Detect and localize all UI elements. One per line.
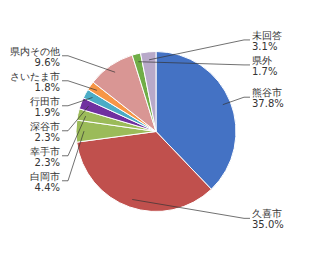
- leader-line: [62, 116, 86, 156]
- pie-area: 熊谷市37.8%久喜市35.0%白岡市4.4%幸手市2.3%深谷市2.3%行田市…: [10, 30, 284, 230]
- leader-line: [138, 62, 250, 65]
- value-label: 3.1%: [252, 41, 277, 52]
- leader-line: [223, 97, 250, 104]
- leader-line: [62, 56, 115, 72]
- value-label: 4.4%: [35, 182, 60, 193]
- category-label: 県内その他: [10, 46, 60, 57]
- data-labels: 熊谷市37.8%久喜市35.0%白岡市4.4%幸手市2.3%深谷市2.3%行田市…: [10, 30, 284, 230]
- value-label: 2.3%: [35, 157, 60, 168]
- category-label: 深谷市: [30, 121, 60, 132]
- value-label: 1.7%: [252, 66, 277, 77]
- leader-line: [132, 199, 250, 218]
- category-label: 未回答: [252, 30, 282, 41]
- leader-line: [62, 106, 89, 131]
- slices: [76, 52, 236, 212]
- value-label: 2.3%: [35, 132, 60, 143]
- value-label: 9.6%: [35, 57, 60, 68]
- chart-svg: 熊谷市37.8%久喜市35.0%白岡市4.4%幸手市2.3%深谷市2.3%行田市…: [0, 0, 311, 263]
- category-label: 行田市: [30, 96, 60, 107]
- leader-line: [62, 81, 97, 91]
- value-label: 1.8%: [35, 82, 60, 93]
- pie-slice: [77, 132, 212, 212]
- category-label: 県外: [252, 55, 272, 66]
- category-label: 白岡市: [30, 171, 60, 182]
- category-label: 幸手市: [30, 146, 60, 157]
- category-label: 熊谷市: [252, 87, 282, 98]
- pie-slice: [141, 52, 156, 132]
- category-label: さいたま市: [10, 71, 60, 82]
- value-label: 37.8%: [252, 98, 284, 109]
- leader-line: [149, 40, 250, 60]
- category-label: 久喜市: [252, 208, 282, 219]
- value-label: 35.0%: [252, 219, 284, 230]
- leader-line: [62, 97, 93, 105]
- value-label: 1.9%: [35, 107, 60, 118]
